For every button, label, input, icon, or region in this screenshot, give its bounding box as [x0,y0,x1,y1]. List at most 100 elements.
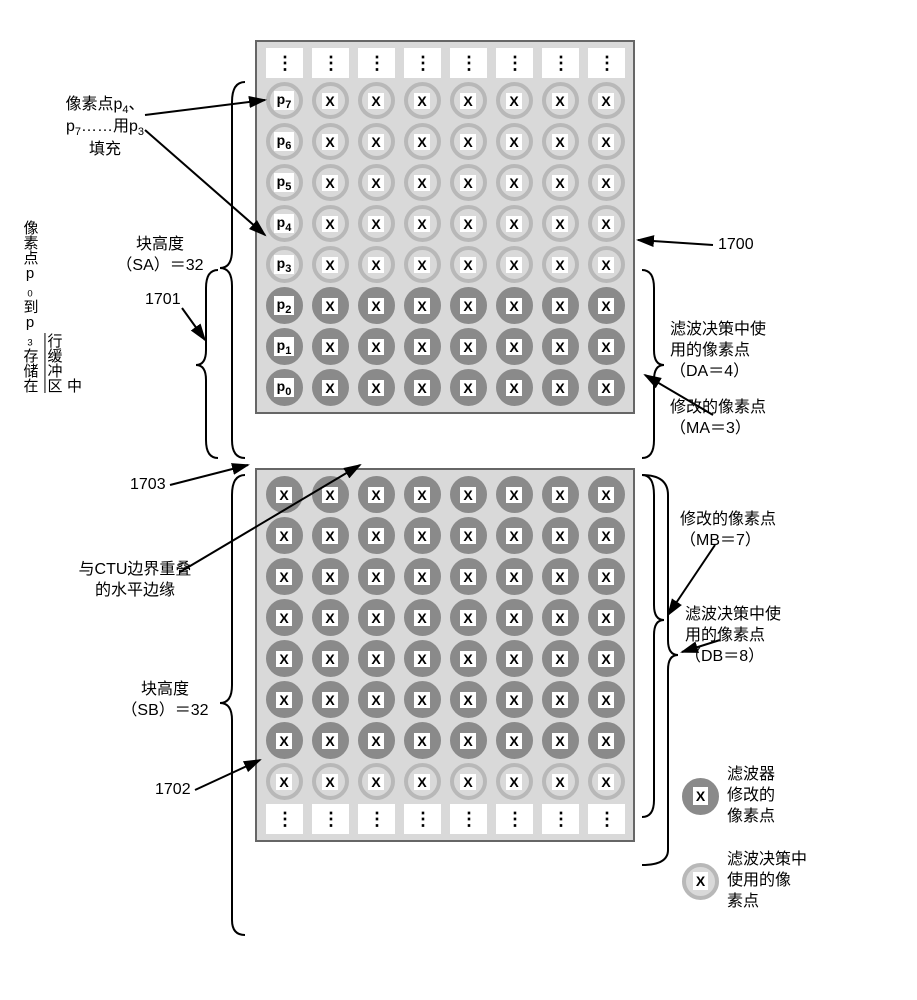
pixel-cell: X [266,640,303,677]
pixel-cell: X [266,763,303,800]
pixel-cell: p1 [266,328,303,365]
pixel-cell: X [312,164,349,201]
pixel-cell: X [542,517,579,554]
pixel-cell: X [450,328,487,365]
pixel-cell: p2 [266,287,303,324]
pixel-cell: X [542,369,579,406]
pixel-row: p0XXXXXXX [261,367,629,408]
pixel-cell: X [404,640,441,677]
lower-pixel-block: XXXXXXXXXXXXXXXXXXXXXXXXXXXXXXXXXXXXXXXX… [255,468,635,842]
pixel-cell: X [588,517,625,554]
pixel-cell: X [312,246,349,283]
pixel-cell: X [358,681,395,718]
legend-light-pixel-icon: X [682,863,719,900]
pixel-cell: X [542,476,579,513]
pixel-cell: X [404,205,441,242]
pixel-cell: X [404,82,441,119]
modified-mb-label: 修改的像素点（MB＝7） [680,510,820,552]
pixel-cell: X [358,476,395,513]
pixel-cell: X [588,164,625,201]
dots-cell [312,804,349,834]
pixel-cell: X [588,558,625,595]
pixel-cell: p0 [266,369,303,406]
pixel-cell: X [404,123,441,160]
pixel-cell: X [588,123,625,160]
pixel-cell: X [542,558,579,595]
pixel-cell: X [312,476,349,513]
dots-cell [542,804,579,834]
pixel-cell: X [496,82,533,119]
pixel-cell: X [496,164,533,201]
pixel-cell: X [266,517,303,554]
pixel-cell: X [542,205,579,242]
pixel-cell: X [496,287,533,324]
pixel-cell: X [404,164,441,201]
ctu-edge-label: 与CTU边界重叠的水平边缘 [60,560,210,602]
dots-cell [404,48,441,78]
pixel-cell: X [358,123,395,160]
pixel-cell: X [404,722,441,759]
pixel-cell: X [496,517,533,554]
pixel-row: XXXXXXXX [261,638,629,679]
pixel-cell: X [450,763,487,800]
pixel-cell: X [358,246,395,283]
dots-cell [404,804,441,834]
pixel-cell: X [404,246,441,283]
pixel-cell: X [450,287,487,324]
pixel-cell: X [450,123,487,160]
pixel-cell: X [496,722,533,759]
pixel-cell: X [358,164,395,201]
pixel-cell: X [404,681,441,718]
dots-cell [450,48,487,78]
ref-1701-label: 1701 [145,290,181,311]
pixel-cell: X [496,123,533,160]
pixel-cell: X [542,763,579,800]
pixel-row: p4XXXXXXX [261,203,629,244]
pixel-cell: X [312,640,349,677]
pixel-cell: X [358,287,395,324]
pixel-row: XXXXXXXX [261,556,629,597]
pixel-cell: X [588,287,625,324]
pixel-cell: X [450,681,487,718]
pixel-cell: X [404,558,441,595]
pixel-cell: X [312,722,349,759]
pixel-cell: X [266,681,303,718]
pixel-cell: X [496,246,533,283]
pixel-row: XXXXXXXX [261,474,629,515]
pixel-cell: X [404,328,441,365]
pixel-cell: X [496,558,533,595]
pixel-cell: X [404,763,441,800]
pixel-cell: X [496,205,533,242]
pixel-cell: X [588,722,625,759]
dots-cell [450,804,487,834]
ref-1703-label: 1703 [130,475,166,496]
pixel-cell: X [542,287,579,324]
pixel-cell: X [312,123,349,160]
pixel-row: XXXXXXXX [261,761,629,802]
pixel-row: XXXXXXXX [261,597,629,638]
pixel-cell: X [588,681,625,718]
filter-decision-db-label: 滤波决策中使用的像素点（DB＝8） [685,605,825,667]
dots-cell [266,48,303,78]
pixel-cell: X [358,369,395,406]
pixel-cell: X [404,476,441,513]
pixel-cell: X [542,164,579,201]
pixel-cell: X [496,476,533,513]
pixel-row: XXXXXXXX [261,679,629,720]
pixel-cell: X [358,205,395,242]
pixel-cell: X [542,681,579,718]
pixel-cell: X [588,246,625,283]
pixel-cell: X [312,681,349,718]
pixel-cell: X [358,599,395,636]
pixel-cell: p6 [266,123,303,160]
upper-pixel-block: p7XXXXXXXp6XXXXXXXp5XXXXXXXp4XXXXXXXp3XX… [255,40,635,414]
pixel-cell: p7 [266,82,303,119]
pixel-cell: X [450,369,487,406]
block-height-sa-label: 块高度（SA）＝32 [100,235,220,277]
dots-cell [496,804,533,834]
ref-1702-label: 1702 [155,780,191,801]
pixel-cell: X [450,246,487,283]
legend-modified: X 滤波器修改的像素点 [680,765,775,827]
legend-decision: X 滤波决策中使用的像素点 [680,850,807,912]
pixel-row: p2XXXXXXX [261,285,629,326]
